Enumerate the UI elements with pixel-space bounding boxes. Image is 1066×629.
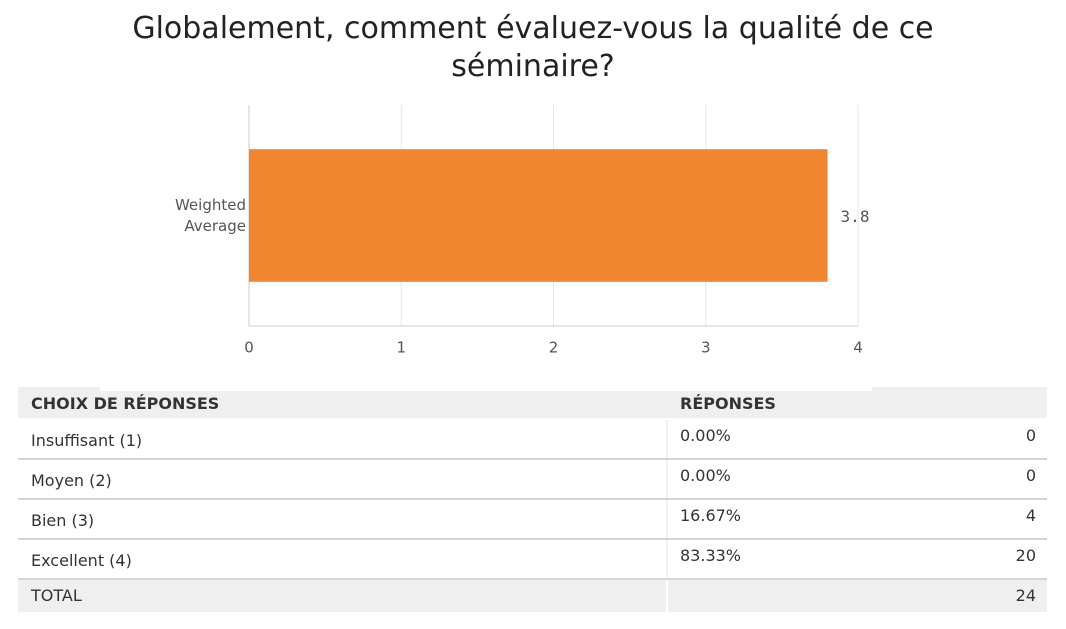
value-label: 3.8	[841, 207, 870, 226]
chart-title: Globalement, comment évaluez-vous la qua…	[132, 11, 934, 84]
x-tick-label: 4	[853, 339, 863, 357]
x-tick-label: 3	[701, 339, 711, 357]
percent: 0.00%	[680, 466, 731, 485]
choice-label: Insuffisant (1)	[31, 431, 143, 450]
percent: 16.67%	[680, 506, 742, 525]
total-bg	[18, 580, 1047, 612]
total-count: 24	[1015, 586, 1036, 605]
count: 0	[1025, 426, 1036, 445]
x-tick-label: 0	[244, 339, 254, 357]
count: 4	[1025, 506, 1036, 525]
category-label: Weighted Average	[174, 195, 246, 235]
total-label: TOTAL	[31, 586, 82, 605]
x-tick-label: 1	[396, 339, 406, 357]
percent: 0.00%	[680, 426, 731, 445]
choice-label: Excellent (4)	[31, 551, 132, 570]
choice-label: Moyen (2)	[31, 471, 112, 490]
header-cell: RÉPONSES	[680, 394, 776, 413]
count: 20	[1015, 546, 1036, 565]
header-bg	[18, 387, 1047, 418]
header-gap	[667, 387, 872, 391]
header-gap	[100, 387, 667, 391]
count: 0	[1025, 466, 1036, 485]
choice-label: Bien (3)	[31, 511, 95, 530]
percent: 83.33%	[680, 546, 742, 565]
x-tick-label: 2	[549, 339, 559, 357]
header-cell: CHOIX DE RÉPONSES	[31, 394, 220, 413]
bar	[249, 149, 828, 282]
